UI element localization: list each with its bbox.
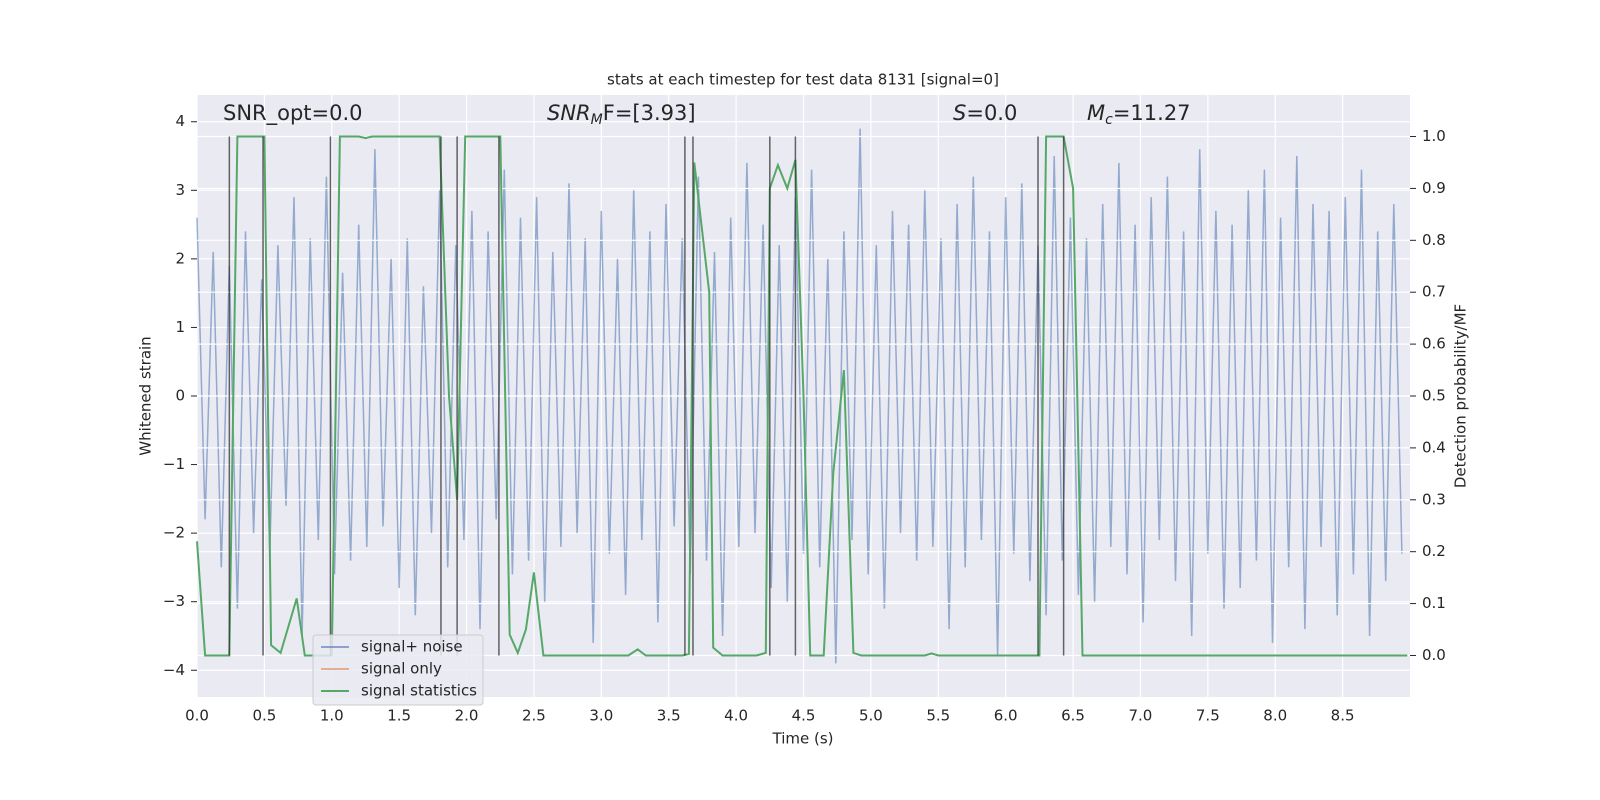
- x-tick-label: 1.5: [387, 707, 411, 725]
- annotation-part: M: [591, 112, 603, 128]
- legend-label: signal statistics: [361, 682, 477, 700]
- x-tick-label: 0.0: [185, 707, 209, 725]
- y2-axis-label: Detection probability/MF: [1452, 304, 1470, 488]
- x-tick-label: 4.5: [792, 707, 816, 725]
- y-tick-label: −3: [163, 592, 185, 610]
- legend-label: signal+ noise: [361, 638, 463, 656]
- x-tick-label: 8.0: [1263, 707, 1287, 725]
- annotation: S=0.0: [953, 101, 1017, 125]
- annotation-part: c: [1105, 112, 1113, 128]
- x-tick-label: 2.0: [455, 707, 479, 725]
- y2-tick-label: 0.9: [1422, 179, 1446, 197]
- x-tick-label: 7.0: [1129, 707, 1153, 725]
- x-tick-label: 8.5: [1331, 707, 1355, 725]
- x-tick-label: 4.0: [724, 707, 748, 725]
- x-tick-label: 7.5: [1196, 707, 1220, 725]
- y2-tick-label: 0.6: [1422, 335, 1446, 353]
- y2-tick-label: 0.2: [1422, 542, 1446, 560]
- x-tick-label: 1.0: [320, 707, 344, 725]
- y2-tick-label: 0.5: [1422, 387, 1446, 405]
- annotation-part: S: [953, 101, 966, 125]
- annotation: SNR_opt=0.0: [223, 101, 363, 126]
- x-tick-label: 5.0: [859, 707, 883, 725]
- y-tick-label: −2: [163, 524, 185, 542]
- annotation: Mc=11.27: [1087, 101, 1191, 128]
- x-tick-label: 6.5: [1061, 707, 1085, 725]
- y-tick-label: 1: [175, 318, 185, 336]
- x-tick-label: 3.0: [589, 707, 613, 725]
- annotation-part: =11.27: [1113, 101, 1191, 125]
- y-tick-label: 2: [175, 249, 185, 267]
- annotation-part: SNR: [547, 101, 591, 125]
- annotation-part: M: [1087, 101, 1105, 125]
- series-line: [196, 128, 1403, 664]
- x-tick-label: 2.5: [522, 707, 546, 725]
- y2-tick-label: 0.0: [1422, 646, 1446, 664]
- y-tick-label: 0: [175, 387, 185, 405]
- y2-tick-label: 1.0: [1422, 127, 1446, 145]
- legend-box: [312, 634, 484, 706]
- y-tick-label: 4: [175, 112, 185, 130]
- x-tick-label: 5.5: [926, 707, 950, 725]
- y2-tick-label: 0.7: [1422, 283, 1446, 301]
- y2-tick-label: 0.1: [1422, 594, 1446, 612]
- annotation-part: =0.0: [966, 101, 1017, 125]
- annotation: SNRMF=[3.93]: [547, 101, 696, 128]
- annotation-part: F=[3.93]: [603, 101, 696, 125]
- y2-tick-label: 0.3: [1422, 490, 1446, 508]
- y-tick-label: −1: [163, 455, 185, 473]
- y-axis-label: Whitened strain: [137, 336, 155, 455]
- x-axis-label: Time (s): [772, 730, 834, 748]
- y2-tick-label: 0.4: [1422, 438, 1446, 456]
- chart-title: stats at each timestep for test data 813…: [607, 71, 999, 89]
- y-tick-label: 3: [175, 181, 185, 199]
- y2-tick-label: 0.8: [1422, 231, 1446, 249]
- legend-label: signal only: [361, 660, 442, 678]
- y-tick-label: −4: [163, 661, 185, 679]
- x-tick-label: 0.5: [252, 707, 276, 725]
- x-tick-label: 6.0: [994, 707, 1018, 725]
- x-tick-label: 3.5: [657, 707, 681, 725]
